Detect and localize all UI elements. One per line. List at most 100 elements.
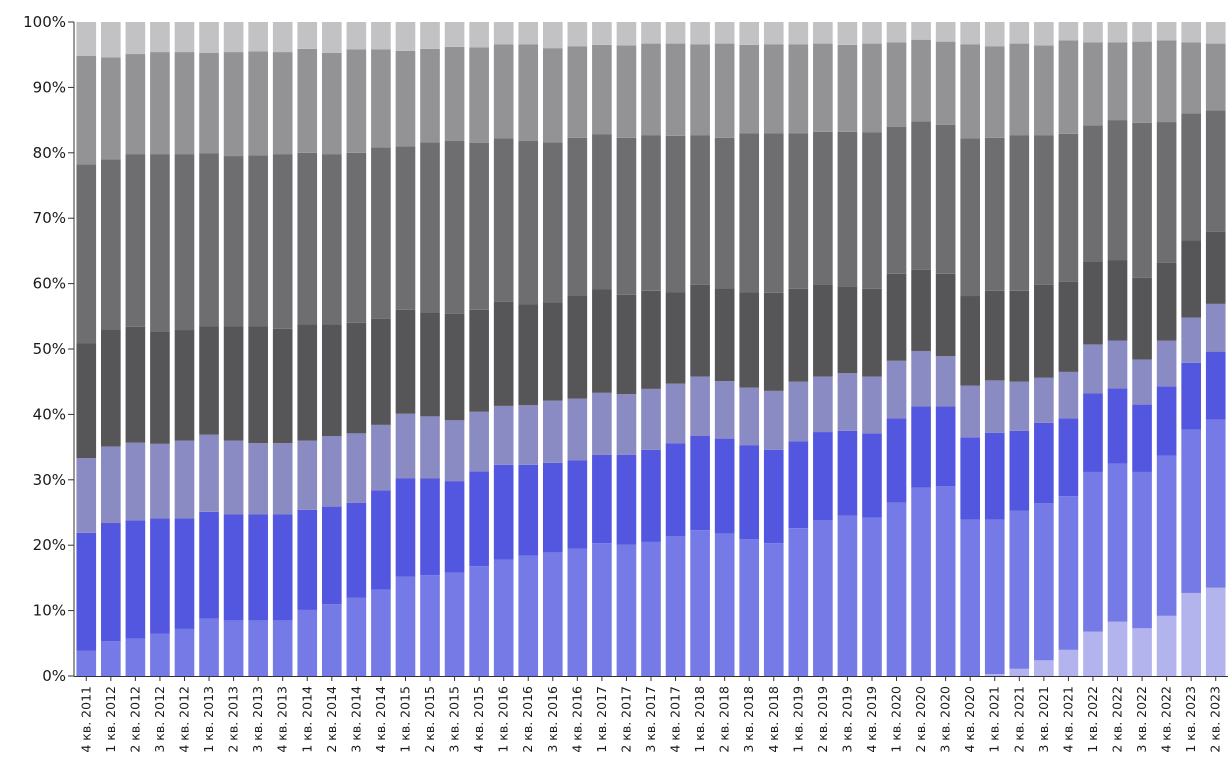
x-tick-label-11: 3 кв. 2014 — [348, 686, 363, 753]
bar-segment-28-6 — [763, 44, 784, 134]
bar-segment-24-4 — [665, 292, 686, 384]
bar-segment-36-2 — [960, 437, 981, 520]
bar-segment-18-4 — [518, 304, 539, 406]
bar-segment-45-1 — [1181, 429, 1201, 593]
bar-segment-39-6 — [1034, 45, 1054, 136]
x-tick-label-4: 4 кв. 2012 — [176, 686, 191, 753]
bar-segment-39-3 — [1034, 377, 1054, 423]
bar-segment-2-5 — [125, 154, 146, 327]
bar-segment-14-3 — [420, 416, 440, 479]
x-tick-label-23: 3 кв. 2017 — [643, 686, 658, 753]
bar-segment-29-2 — [788, 441, 809, 529]
bar-segment-19-3 — [542, 400, 563, 463]
bar-segment-43-6 — [1132, 41, 1152, 123]
bar-segment-15-4 — [444, 313, 465, 421]
bar-segment-20-7 — [567, 22, 588, 47]
bar-segment-43-2 — [1132, 404, 1152, 472]
bar-segment-34-3 — [911, 350, 931, 407]
bar-segment-46-3 — [1205, 303, 1226, 352]
bar-segment-14-2 — [420, 478, 440, 576]
bar-segment-25-2 — [690, 435, 710, 531]
bar-segment-15-7 — [444, 22, 465, 47]
bar-segment-4-1 — [174, 628, 195, 676]
bar-segment-13-2 — [395, 478, 416, 577]
bar-segment-43-7 — [1132, 22, 1152, 42]
bar-segment-28-2 — [763, 449, 784, 544]
bar-segment-44-7 — [1156, 22, 1177, 41]
bar-segment-16-4 — [469, 309, 489, 412]
bar-segment-19-7 — [542, 22, 563, 49]
bar-segment-21-5 — [592, 134, 612, 290]
bar-segment-13-1 — [395, 576, 416, 676]
x-tick-label-18: 2 кв. 2016 — [520, 686, 535, 753]
bar-segment-10-2 — [321, 506, 342, 605]
bar-segment-12-3 — [371, 424, 391, 491]
bar-segment-37-0 — [984, 674, 1005, 676]
bar-segment-15-6 — [444, 46, 465, 142]
bar-segment-1-1 — [101, 641, 121, 676]
bar-segment-10-1 — [321, 604, 342, 676]
x-tick-label-24: 4 кв. 2017 — [668, 686, 683, 753]
bar-segment-22-6 — [616, 45, 637, 138]
bar-segment-27-6 — [739, 44, 760, 134]
bar-segment-34-4 — [911, 269, 931, 351]
bar-segment-43-0 — [1132, 628, 1152, 676]
bar-segment-4-5 — [174, 154, 195, 331]
y-tick-label-1: 10% — [33, 602, 66, 620]
x-tick-label-39: 3 кв. 2021 — [1036, 686, 1051, 753]
bar-segment-37-3 — [984, 380, 1005, 433]
bar-segment-16-5 — [469, 142, 489, 310]
y-tick-label-8: 80% — [33, 144, 66, 162]
bar-segment-9-2 — [297, 509, 318, 610]
bar-segment-24-6 — [665, 43, 686, 136]
bar-segment-17-4 — [493, 301, 514, 406]
bar-segment-14-4 — [420, 312, 440, 417]
bar-segment-40-7 — [1058, 22, 1079, 41]
bar-segment-42-5 — [1107, 120, 1128, 261]
y-axis: 0% 10% 20% 30% 40% 50% 60% 70% 80% 90% 100% — [23, 13, 75, 685]
bar-segment-0-2 — [76, 532, 97, 651]
bar-segment-9-1 — [297, 609, 318, 676]
x-tick-label-8: 4 кв. 2013 — [275, 686, 290, 753]
bar-segment-41-5 — [1083, 125, 1103, 262]
bar-segment-7-2 — [248, 514, 268, 621]
bar-segment-32-2 — [862, 433, 882, 518]
bar-segment-33-6 — [886, 42, 907, 127]
bar-segment-34-6 — [911, 39, 931, 122]
bar-segment-36-5 — [960, 138, 981, 297]
bar-segment-39-2 — [1034, 422, 1054, 504]
bar-segment-44-6 — [1156, 40, 1177, 123]
bar-segment-9-3 — [297, 440, 318, 510]
bar-segment-0-4 — [76, 343, 97, 459]
x-tick-label-37: 1 кв. 2021 — [987, 686, 1002, 753]
bar-segment-21-4 — [592, 289, 612, 393]
bars-layer — [76, 22, 1226, 676]
bar-segment-3-7 — [150, 22, 170, 53]
bar-segment-38-2 — [1009, 430, 1030, 511]
bar-segment-39-7 — [1034, 22, 1054, 46]
x-tick-label-7: 3 кв. 2013 — [250, 686, 265, 753]
bar-segment-8-6 — [272, 52, 293, 155]
bar-segment-9-5 — [297, 152, 318, 325]
bar-segment-10-3 — [321, 435, 342, 507]
x-tick-label-34: 2 кв. 2020 — [913, 686, 928, 753]
x-tick-label-12: 4 кв. 2014 — [373, 686, 388, 753]
bar-segment-31-1 — [837, 515, 858, 676]
bar-segment-30-6 — [813, 43, 833, 132]
bar-segment-4-6 — [174, 52, 195, 155]
bar-segment-24-7 — [665, 22, 686, 44]
bar-segment-31-5 — [837, 131, 858, 287]
bar-segment-11-6 — [346, 49, 367, 153]
bar-segment-23-4 — [641, 290, 661, 389]
bar-segment-25-1 — [690, 530, 710, 676]
bar-segment-35-4 — [935, 273, 956, 357]
bar-segment-19-6 — [542, 48, 563, 143]
bar-segment-20-1 — [567, 548, 588, 676]
bar-segment-38-6 — [1009, 43, 1030, 136]
bar-segment-13-3 — [395, 413, 416, 479]
bar-segment-26-4 — [714, 288, 735, 382]
bar-segment-39-5 — [1034, 135, 1054, 285]
bar-segment-2-3 — [125, 442, 146, 521]
bar-segment-16-3 — [469, 411, 489, 472]
bar-segment-25-6 — [690, 44, 710, 136]
